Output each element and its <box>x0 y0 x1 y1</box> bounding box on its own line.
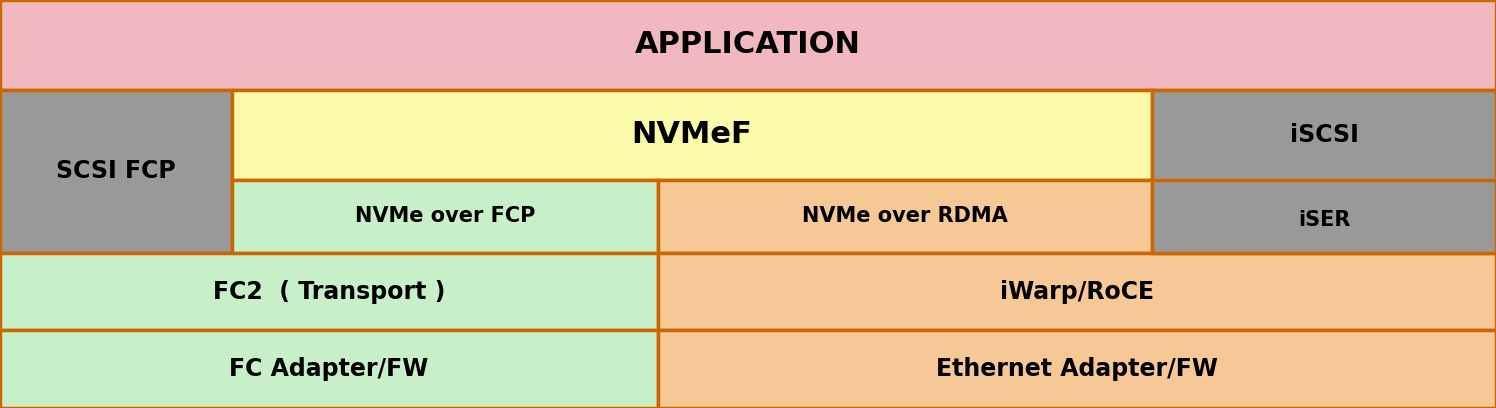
Text: iSER: iSER <box>1297 210 1351 231</box>
Bar <box>232 90 1152 180</box>
Bar <box>658 180 1152 253</box>
Text: NVMe over RDMA: NVMe over RDMA <box>802 206 1008 226</box>
Bar <box>232 180 658 253</box>
Bar <box>658 330 1496 408</box>
Bar <box>1152 90 1496 253</box>
Text: Ethernet Adapter/FW: Ethernet Adapter/FW <box>936 357 1218 381</box>
Text: SCSI FCP: SCSI FCP <box>55 160 177 183</box>
Text: FC Adapter/FW: FC Adapter/FW <box>229 357 429 381</box>
Bar <box>0 90 232 253</box>
Text: iWarp/RoCE: iWarp/RoCE <box>999 280 1155 304</box>
Bar <box>0 253 658 330</box>
Text: iSCSI: iSCSI <box>1290 124 1358 147</box>
Bar <box>0 0 1496 90</box>
Text: APPLICATION: APPLICATION <box>636 30 860 60</box>
Text: FC2  ( Transport ): FC2 ( Transport ) <box>212 280 446 304</box>
Bar <box>658 253 1496 330</box>
Text: NVMe over FCP: NVMe over FCP <box>355 206 536 226</box>
Bar <box>0 330 658 408</box>
Text: NVMeF: NVMeF <box>631 120 752 149</box>
